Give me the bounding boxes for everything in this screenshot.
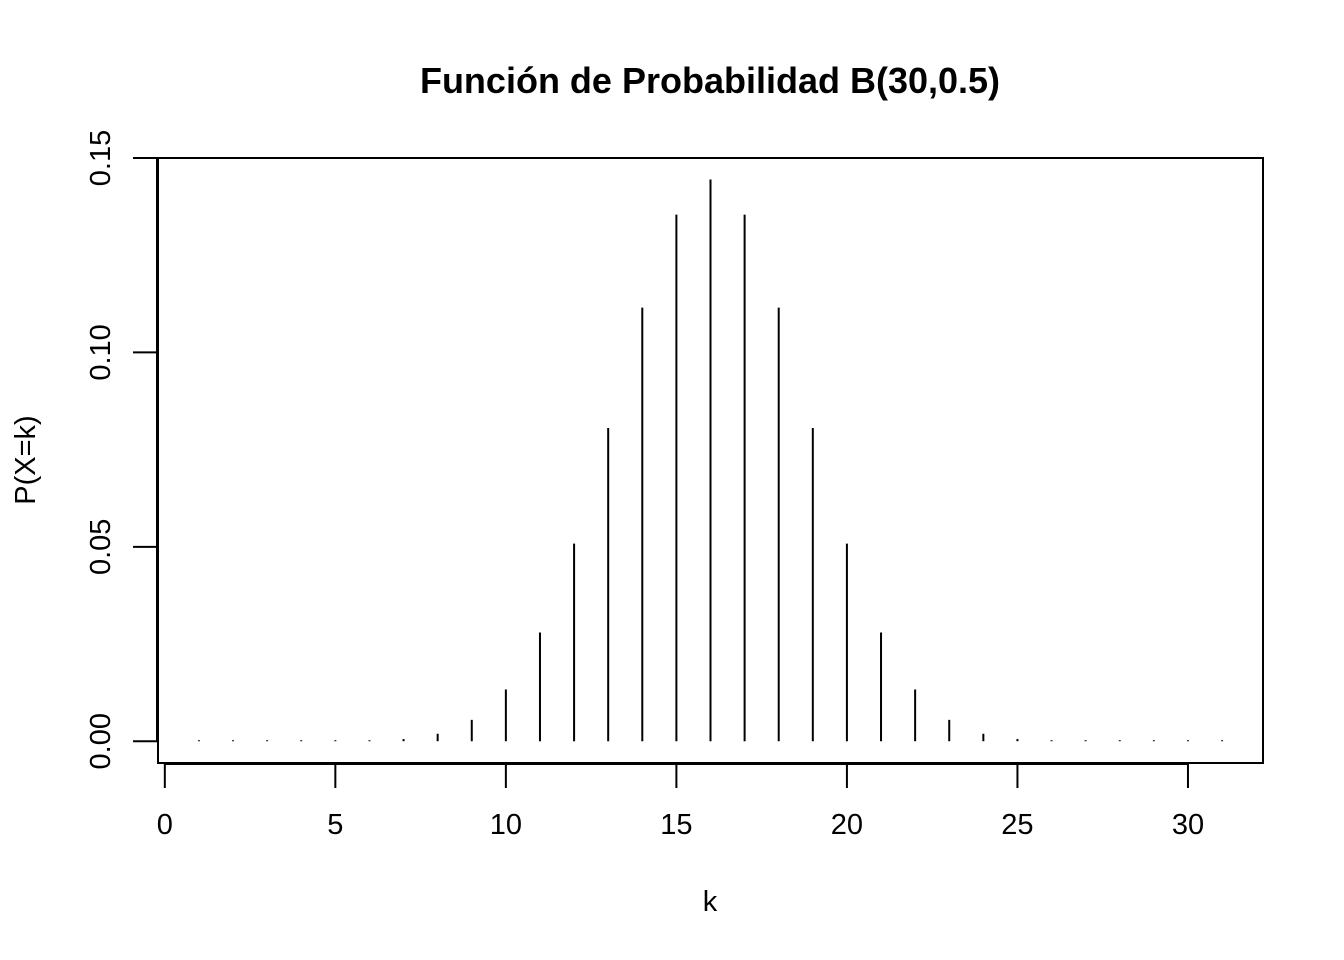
y-tick-label: 0.10 xyxy=(85,324,117,380)
y-tick-label: 0.00 xyxy=(85,713,117,769)
x-tick-label: 25 xyxy=(1001,809,1033,841)
x-axis-label: k xyxy=(703,886,718,918)
bars xyxy=(197,179,1224,742)
x-tick-label: 10 xyxy=(490,809,522,841)
x-axis: 0 5 10 15 20 25 30 xyxy=(157,763,1204,841)
y-tick-label: 0.05 xyxy=(85,519,117,575)
y-tick-label: 0.15 xyxy=(85,130,117,186)
x-tick-label: 5 xyxy=(327,809,343,841)
x-tick-label: 15 xyxy=(660,809,692,841)
x-tick-label: 20 xyxy=(831,809,863,841)
y-axis-label: P(X=k) xyxy=(10,415,42,504)
y-axis: 0.00 0.05 0.10 0.15 xyxy=(85,130,158,769)
chart-title: Función de Probabilidad B(30,0.5) xyxy=(420,60,1000,101)
x-tick-label: 0 xyxy=(157,809,173,841)
x-tick-label: 30 xyxy=(1172,809,1204,841)
